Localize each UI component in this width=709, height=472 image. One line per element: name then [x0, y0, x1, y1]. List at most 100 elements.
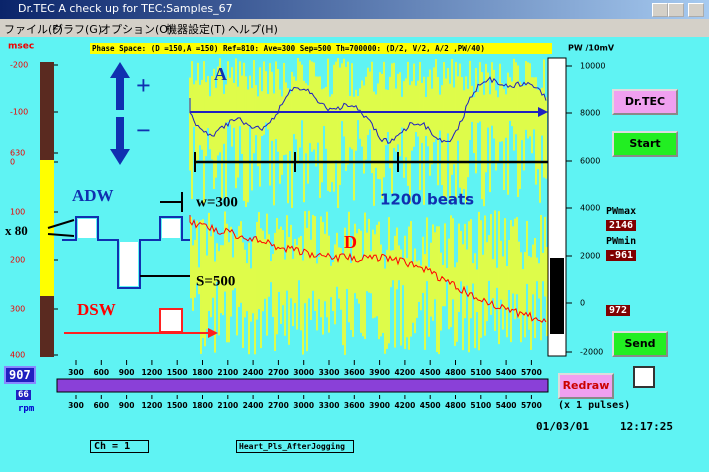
close-button[interactable]: [688, 3, 704, 17]
left-tick-label: -100: [10, 108, 28, 117]
left-tick-label: -200: [10, 61, 28, 70]
x-tick-label: 3000: [293, 401, 314, 410]
x-tick-label: 2700: [268, 401, 289, 410]
window-title: Dr.TEC A check up for TEC:Samples_67: [18, 2, 233, 15]
x-tick-label: 4500: [420, 368, 441, 377]
menu-item[interactable]: ファイル(F): [4, 23, 63, 36]
axis-strip: [40, 296, 54, 357]
right-tick-label: 2000: [580, 252, 600, 261]
x-tick-label: 4200: [394, 368, 415, 377]
x-tick-label: 3600: [344, 368, 365, 377]
annotation: S=500: [196, 273, 235, 289]
left-tick-label: 400: [10, 351, 25, 360]
right-tick-label: 10000: [580, 62, 605, 71]
rate-value: 907: [4, 366, 36, 384]
x-tick-label: 2100: [217, 401, 238, 410]
x-tick-label: 3300: [319, 368, 340, 377]
x-tick-label: 300: [68, 368, 84, 377]
pwmax-label: PWmax: [606, 206, 637, 217]
dsw-box: [159, 308, 183, 333]
left-tick-label: 300: [10, 305, 25, 314]
x-tick-label: 1800: [192, 368, 213, 377]
x-tick-label: 600: [93, 368, 109, 377]
x-tick-label: 4200: [394, 401, 415, 410]
x-tick-label: 2700: [268, 368, 289, 377]
redraw-button[interactable]: Redraw: [558, 373, 614, 399]
menu-item[interactable]: グラフ(G): [52, 23, 103, 36]
x-tick-label: 3300: [319, 401, 340, 410]
title-bar: Dr.TEC A check up for TEC:Samples_67: [0, 0, 709, 19]
annotation: ADW: [72, 186, 114, 205]
x-tick-label: 5400: [496, 368, 517, 377]
arrow-head: [538, 107, 548, 117]
pwmin-label: PWmin: [606, 236, 637, 247]
send-button[interactable]: Send: [612, 331, 668, 357]
start-button[interactable]: Start: [612, 131, 678, 157]
annotation: −: [136, 116, 151, 145]
right-tick-label: 6000: [580, 157, 600, 166]
adw-wave: [62, 216, 190, 289]
x-tick-label: 2400: [243, 368, 264, 377]
x-tick-label: 600: [93, 401, 109, 410]
menu-item[interactable]: オプション(O): [100, 23, 173, 36]
x-tick-label: 1500: [167, 401, 188, 410]
pwmin-value: -961: [606, 250, 637, 261]
right-tick-label: 4000: [580, 204, 600, 213]
left-axis-label: msec: [8, 42, 34, 52]
annotation: 1200 beats: [380, 191, 474, 209]
axis-strip: [40, 160, 54, 296]
annotation: DSW: [77, 300, 116, 319]
left-tick-label: 630: [10, 149, 25, 158]
left-tick-label: 100: [10, 208, 25, 217]
menu-item[interactable]: ヘルプ(H): [228, 23, 278, 36]
x-tick-label: 4500: [420, 401, 441, 410]
rpm-label: rpm: [18, 404, 35, 414]
annotation: D: [344, 232, 357, 252]
right-axis-level: [550, 258, 564, 334]
file-name: Heart_Pls_AfterJogging: [236, 440, 354, 453]
right-tick-label: -2000: [580, 348, 603, 357]
pwmax-value: 2146: [606, 220, 637, 231]
x-tick-label: 5700: [521, 368, 542, 377]
x-tick-label: 1200: [141, 368, 162, 377]
dsw-head: [208, 328, 218, 338]
right-axis-label: PW /10mV: [568, 44, 615, 53]
signal-a: [189, 76, 547, 144]
x-tick-label: 900: [119, 401, 135, 410]
axis-strip: [40, 62, 54, 160]
x-tick-label: 1500: [167, 368, 188, 377]
plot-header: Phase Space: (D =150,A =150) Ref=810: Av…: [92, 44, 485, 53]
x-tick-label: 1200: [141, 401, 162, 410]
x-tick-label: 3900: [369, 401, 390, 410]
annotation: x 80: [5, 223, 28, 238]
minimize-button[interactable]: [652, 3, 668, 17]
adw-bars: [78, 219, 180, 286]
right-tick-label: 8000: [580, 109, 600, 118]
current-value: 972: [606, 305, 631, 316]
x-tick-label: 4800: [445, 368, 466, 377]
left-tick-label: 200: [10, 256, 25, 265]
annotation: w=300: [196, 194, 238, 210]
x-tick-label: 3600: [344, 401, 365, 410]
x-tick-label: 3900: [369, 368, 390, 377]
up-arrow: [110, 62, 130, 110]
x-tick-label: 2100: [217, 368, 238, 377]
print-icon[interactable]: [633, 366, 655, 388]
x-tick-label: 900: [119, 368, 135, 377]
left-tick-label: 0: [10, 158, 15, 167]
maximize-button[interactable]: [668, 3, 684, 17]
annotation: +: [136, 71, 151, 100]
header-bg: [90, 43, 552, 54]
menu-bar: ファイル(F) グラフ(G) オプション(O) 機器設定(T) ヘルプ(H): [0, 19, 709, 37]
x-tick-label: 2400: [243, 401, 264, 410]
x-tick-label: 5100: [470, 401, 491, 410]
signal-d: [189, 215, 547, 323]
drtec-button[interactable]: Dr.TEC: [612, 89, 678, 115]
x80-arrow: [47, 219, 75, 229]
right-tick-label: 0: [580, 299, 585, 308]
date: 01/03/01: [536, 420, 589, 433]
menu-item[interactable]: 機器設定(T): [166, 23, 226, 36]
channel: Ch = 1: [90, 440, 150, 453]
